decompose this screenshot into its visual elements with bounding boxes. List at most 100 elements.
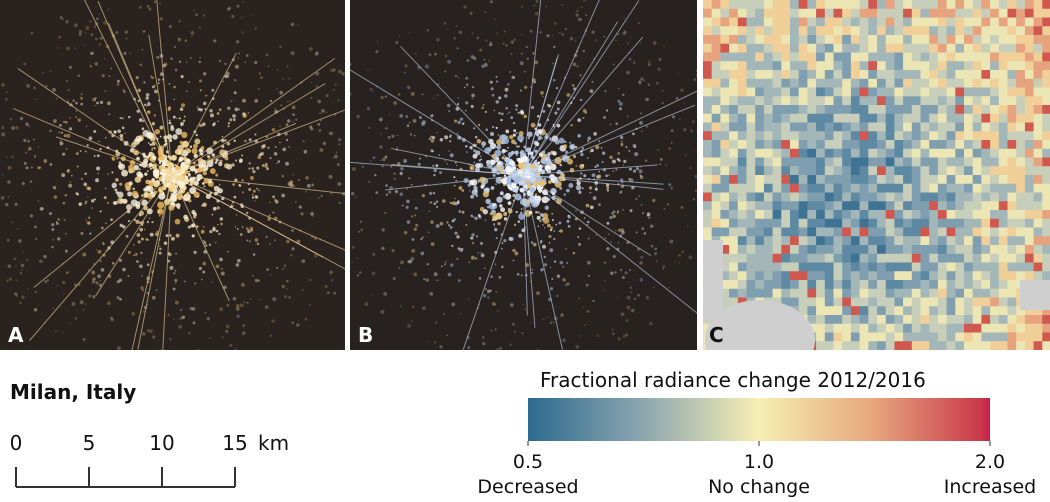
light <box>420 251 425 256</box>
light <box>585 203 590 208</box>
light <box>63 293 65 295</box>
cell <box>833 210 843 219</box>
light <box>19 272 23 275</box>
light <box>104 90 107 92</box>
light <box>427 341 429 343</box>
cell <box>885 175 895 184</box>
cell <box>990 280 1000 289</box>
cell <box>885 236 895 246</box>
light <box>119 182 123 186</box>
road <box>108 22 173 176</box>
cell <box>798 52 808 62</box>
light <box>184 39 188 42</box>
cell <box>1042 148 1050 158</box>
light <box>157 201 165 209</box>
cell <box>998 245 1008 254</box>
light <box>252 14 254 16</box>
cell <box>859 175 869 184</box>
light <box>484 147 491 154</box>
cell <box>955 0 965 9</box>
cell <box>781 8 791 18</box>
cell <box>955 17 965 27</box>
light <box>332 88 335 91</box>
cell <box>755 52 765 62</box>
cell <box>868 87 878 97</box>
light <box>170 154 177 161</box>
light <box>234 226 237 228</box>
cell <box>998 70 1008 79</box>
cell <box>911 113 921 123</box>
light <box>99 36 103 40</box>
cell <box>816 262 826 272</box>
cell <box>911 183 921 193</box>
light <box>192 322 195 325</box>
cell <box>703 192 712 202</box>
light <box>620 312 625 316</box>
cell <box>877 306 886 316</box>
light <box>490 329 493 332</box>
cell <box>877 245 886 254</box>
light <box>606 189 610 192</box>
cell <box>1016 87 1026 97</box>
cell <box>807 175 817 184</box>
cell <box>990 61 1000 71</box>
light <box>375 50 379 54</box>
light <box>606 221 610 225</box>
light <box>98 140 100 143</box>
cell <box>946 262 956 272</box>
light <box>609 123 612 126</box>
cell <box>746 8 756 18</box>
cell <box>1024 140 1034 149</box>
light <box>542 217 550 224</box>
light <box>551 212 554 215</box>
light <box>213 186 215 188</box>
light <box>369 87 373 91</box>
cell <box>850 122 860 132</box>
light <box>520 202 522 204</box>
cell <box>816 35 826 44</box>
cell <box>990 262 1000 272</box>
cell <box>894 297 904 307</box>
light <box>439 171 442 175</box>
cell <box>1024 113 1034 123</box>
cell <box>1033 218 1043 228</box>
light <box>217 188 224 194</box>
light <box>52 88 56 92</box>
cell <box>859 183 869 193</box>
scale-label: 15 <box>222 431 247 455</box>
light <box>668 183 672 187</box>
light <box>483 58 486 61</box>
cell <box>842 131 852 141</box>
light <box>75 101 78 105</box>
light <box>494 263 497 265</box>
cell <box>729 96 739 106</box>
light <box>645 125 649 128</box>
cell <box>981 122 991 132</box>
cell <box>920 8 930 18</box>
light <box>239 303 244 308</box>
cell <box>955 43 965 53</box>
cell <box>859 236 869 246</box>
light <box>168 121 172 125</box>
light <box>296 323 300 327</box>
light <box>93 25 96 28</box>
cell <box>720 227 730 237</box>
cell <box>772 148 782 158</box>
light <box>225 324 230 329</box>
cell <box>911 35 921 44</box>
light <box>169 338 172 341</box>
cell <box>1024 26 1034 36</box>
light <box>350 62 352 66</box>
cell <box>1042 113 1050 123</box>
light <box>226 7 230 11</box>
cell <box>929 306 939 316</box>
light <box>143 158 149 164</box>
light <box>95 178 99 183</box>
cell <box>720 78 730 88</box>
cell <box>911 140 921 149</box>
light <box>220 267 223 270</box>
light <box>470 255 475 260</box>
light <box>315 51 319 55</box>
light <box>513 129 517 133</box>
light <box>396 134 399 137</box>
